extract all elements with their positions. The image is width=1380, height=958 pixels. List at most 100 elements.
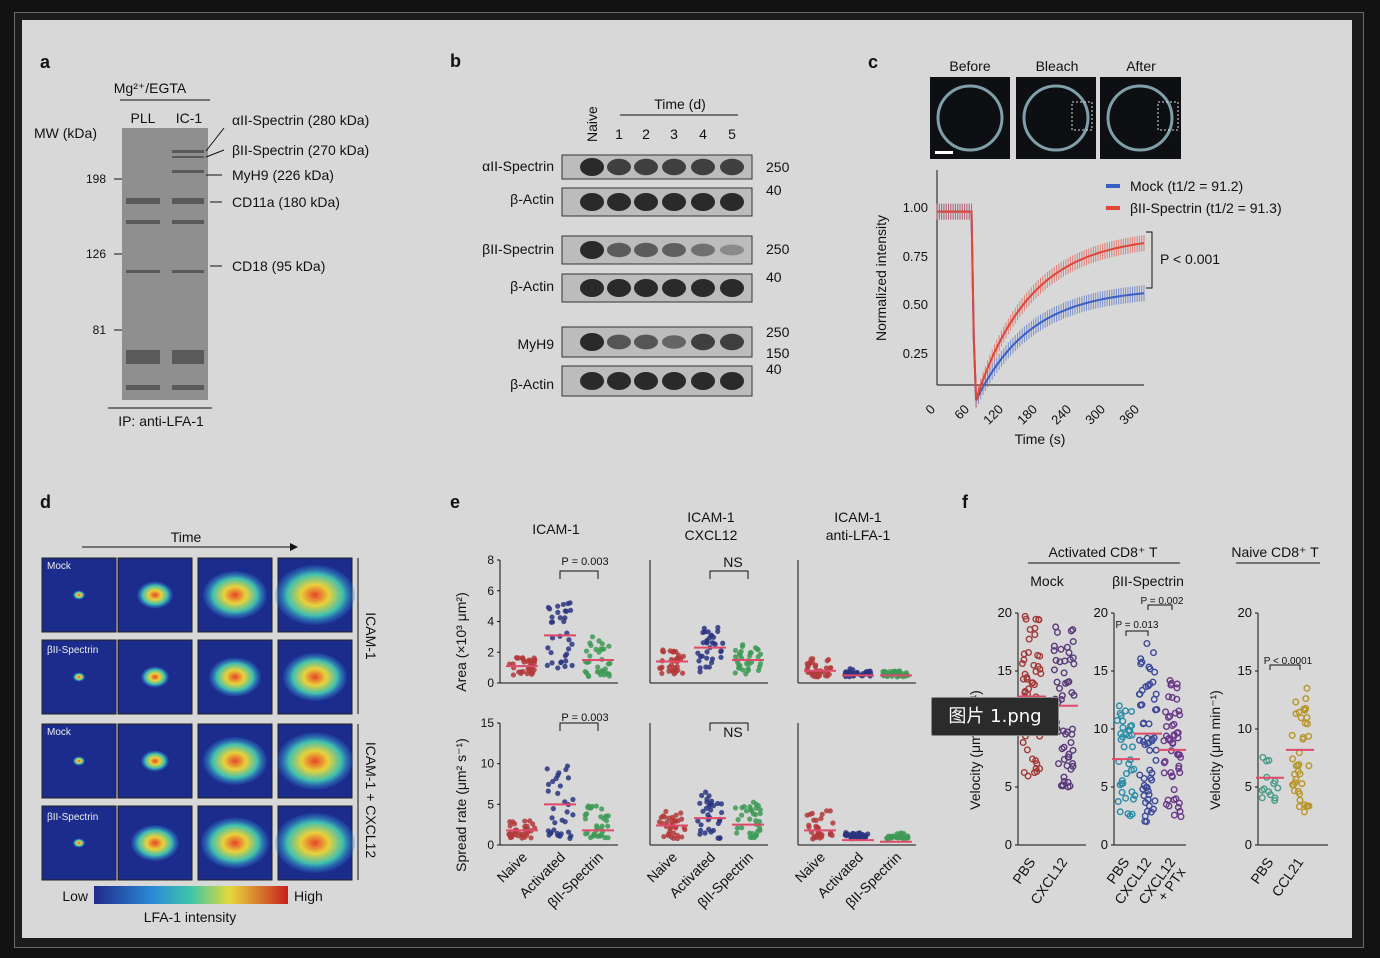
scale-bar: [935, 151, 953, 154]
day-label: 5: [728, 126, 736, 142]
f-header: Activated CD8⁺ T: [1048, 544, 1158, 560]
ytick: 8: [487, 553, 494, 567]
band-label: CD18 (95 kDa): [232, 258, 325, 274]
f-ylabel-naive: Velocity (μm min⁻¹): [1207, 690, 1223, 810]
western-blots: [561, 154, 753, 397]
spreading-image-tiles: [41, 557, 355, 881]
panel-letter-b: b: [450, 51, 461, 71]
f-ytick: 15: [1094, 663, 1108, 678]
frap-image-label: After: [1126, 58, 1156, 74]
panel-a: a Mg²⁺/EGTA PLL IC-1 MW (kDa) 198 126: [34, 52, 369, 429]
blot-row-label: β-Actin: [510, 376, 554, 392]
stat-label: NS: [723, 554, 742, 570]
f-ytick: 20: [998, 605, 1012, 620]
naive-label: Naive: [584, 106, 600, 142]
ytick: 15: [481, 716, 495, 730]
svg-text:360: 360: [1116, 402, 1142, 428]
frap-ytick: 0.75: [903, 249, 928, 264]
f-xcat: PBS: [1247, 855, 1276, 887]
blot-row-label: βII-Spectrin: [482, 241, 554, 257]
figure-image[interactable]: a Mg²⁺/EGTA PLL IC-1 MW (kDa) 198 126: [22, 20, 1352, 938]
colorbar-high: High: [294, 888, 323, 904]
legend-label: Mock (t1/2 = 91.2): [1130, 178, 1243, 194]
day-label: 1: [615, 126, 623, 142]
ytick: 6: [487, 584, 494, 598]
frap-xlabel: Time (s): [1015, 431, 1066, 447]
band-label: αII-Spectrin (280 kDa): [232, 112, 369, 128]
mw-tick-81: 81: [93, 323, 107, 337]
legend-label: βII-Spectrin (t1/2 = 91.3): [1130, 200, 1282, 216]
stat-label: NS: [723, 724, 742, 740]
blot-mw: 250: [766, 324, 790, 340]
svg-text:60: 60: [951, 402, 972, 423]
frap-ytick: 0.25: [903, 346, 928, 361]
f-stat: P = 0.013: [1116, 620, 1159, 631]
svg-text:180: 180: [1014, 402, 1040, 428]
frap-xticks: 0 60 120 180 240 300 360: [922, 402, 1142, 428]
mw-tick-198: 198: [86, 172, 106, 186]
band-label: MyH9 (226 kDa): [232, 167, 334, 183]
gel-bands: [126, 150, 204, 390]
frap-ylabel: Normalized intensity: [873, 215, 889, 341]
blot-mw: 250: [766, 241, 790, 257]
stat-label: P = 0.003: [561, 712, 608, 724]
time-label: Time: [171, 529, 202, 545]
band-leaders: [205, 127, 225, 267]
svg-text:120: 120: [980, 402, 1006, 428]
lane-label-pll: PLL: [131, 110, 156, 126]
frap-image-label: Bleach: [1036, 58, 1079, 74]
f-ytick: 0: [1101, 837, 1108, 852]
f-subheader: βII-Spectrin: [1112, 573, 1184, 589]
f-subheader: Mock: [1030, 573, 1064, 589]
condition-label: ICAM-1 + CXCL12: [363, 742, 379, 859]
group-label: ICAM-1: [834, 509, 882, 525]
filename-tooltip: 图片 1.png: [931, 697, 1059, 736]
tile-row-label: Mock: [47, 727, 72, 738]
frap-image-label: Before: [949, 58, 990, 74]
day-label: 2: [642, 126, 650, 142]
f-stat: P < 0.0001: [1264, 656, 1313, 667]
mw-tick-126: 126: [86, 247, 106, 261]
frap-curves: [936, 203, 1145, 409]
blot-mw: 40: [766, 361, 782, 377]
colorbar-title: LFA-1 intensity: [144, 909, 237, 925]
condition-label: ICAM-1: [363, 612, 379, 660]
ytick: 2: [487, 645, 494, 659]
f-stat: P = 0.002: [1141, 596, 1184, 607]
blot-mw: 40: [766, 182, 782, 198]
panel-letter-f: f: [962, 492, 969, 512]
frap-ytick: 1.00: [903, 200, 928, 215]
blot-mw: 40: [766, 269, 782, 285]
f-xcat: PBS: [1009, 855, 1038, 887]
tile-row-label: Mock: [47, 561, 72, 572]
stat-label: P = 0.003: [561, 556, 608, 568]
colorbar-low: Low: [62, 888, 89, 904]
f-ytick: 15: [1238, 663, 1252, 678]
svg-text:0: 0: [922, 402, 938, 418]
panel-letter-a: a: [40, 52, 51, 72]
day-label: 4: [699, 126, 707, 142]
ylabel-spread: Spread rate (μm² s⁻¹): [453, 738, 469, 872]
ylabel-area: Area (×10³ μm²): [453, 592, 469, 691]
tile-row-label: βII-Spectrin: [47, 645, 98, 656]
lane-label-ic1: IC-1: [176, 110, 203, 126]
f-ytick: 5: [1245, 779, 1252, 794]
blot-mw: 250: [766, 159, 790, 175]
mw-label: MW (kDa): [34, 125, 97, 141]
ytick: 0: [487, 838, 494, 852]
frap-pvalue: P < 0.001: [1160, 251, 1220, 267]
band-label: βII-Spectrin (270 kDa): [232, 142, 369, 158]
ytick: 0: [487, 676, 494, 690]
blot-mw: 150: [766, 345, 790, 361]
blot-row-label: αII-Spectrin: [482, 158, 554, 174]
ip-label: IP: anti-LFA-1: [118, 413, 204, 429]
panel-letter-c: c: [868, 52, 878, 72]
panel-d: d Time Mock βII-Spectrin Mock βII-Spectr…: [40, 492, 379, 925]
ytick: 4: [487, 615, 494, 629]
ytick: 10: [481, 757, 495, 771]
group-label: CXCL12: [685, 527, 738, 543]
f-ytick: 5: [1101, 779, 1108, 794]
gel-header: Mg²⁺/EGTA: [114, 80, 187, 96]
